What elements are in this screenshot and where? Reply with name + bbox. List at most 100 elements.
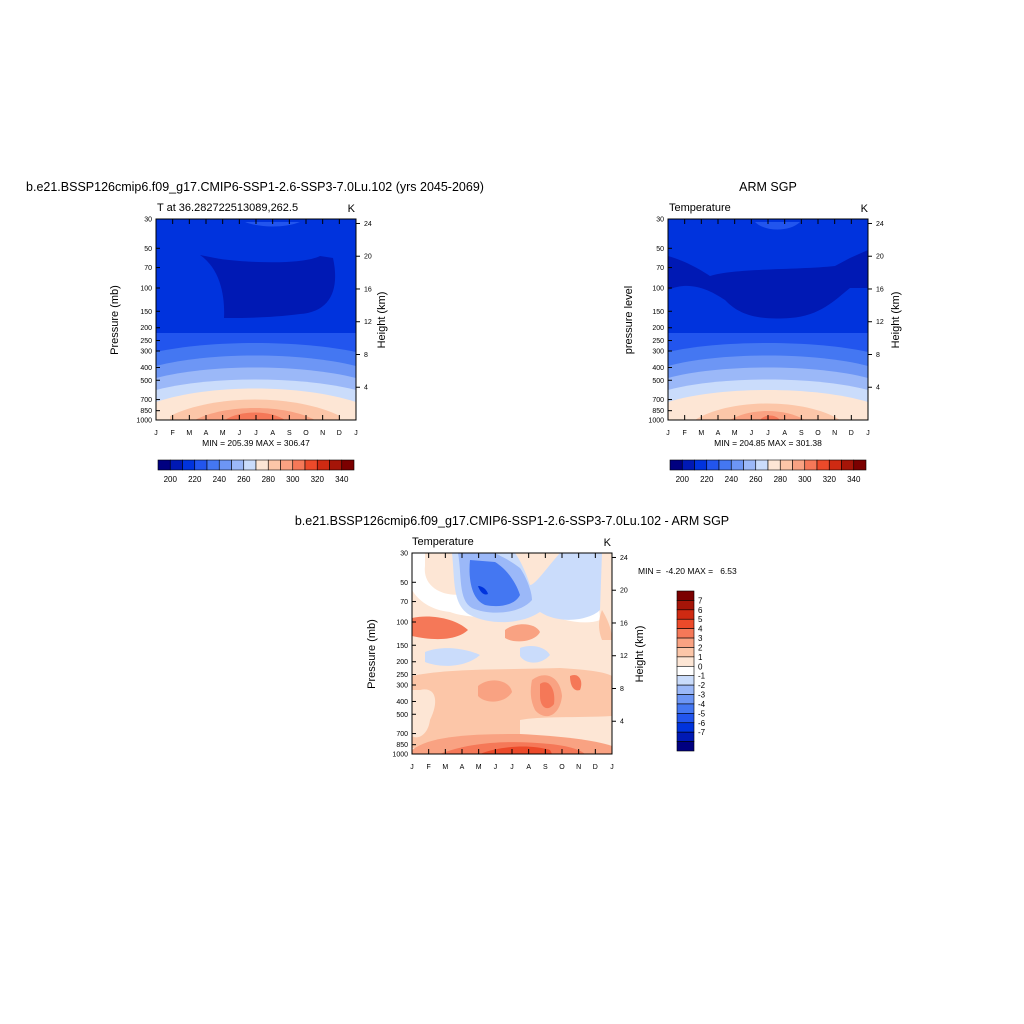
y-tick-label: 400 bbox=[396, 699, 408, 706]
colorbar-swatch bbox=[676, 684, 695, 695]
panel-obs-ylabel: pressure level bbox=[623, 286, 635, 354]
y-tick-label: 70 bbox=[144, 265, 152, 272]
y-tick-label: 50 bbox=[400, 580, 408, 587]
colorbar-label: -2 bbox=[698, 681, 706, 690]
panel-diff-minmax: MIN = -4.20 MAX = 6.53 bbox=[638, 566, 737, 576]
panel-model-subtitle-right: K bbox=[348, 203, 356, 215]
y-tick-label: 700 bbox=[652, 397, 664, 404]
panel-diff-band-4-c bbox=[570, 674, 582, 691]
x-tick-label: J bbox=[866, 430, 870, 437]
y-tick-label: 50 bbox=[656, 246, 664, 253]
panel-model-minmax: MIN = 205.39 MAX = 306.47 bbox=[202, 438, 310, 448]
colorbar-swatch bbox=[676, 590, 695, 601]
y-tick-label: 150 bbox=[140, 309, 152, 316]
colorbar-swatch bbox=[676, 656, 695, 667]
y-tick-label: 70 bbox=[400, 599, 408, 606]
colorbar-swatch bbox=[816, 459, 830, 471]
x-tick-label: M bbox=[186, 430, 192, 437]
colorbar-swatch bbox=[779, 459, 793, 471]
colorbar-label: -1 bbox=[698, 672, 706, 681]
colorbar-swatch bbox=[676, 600, 695, 611]
x-tick-label: M bbox=[732, 430, 738, 437]
y-tick-label-right: 24 bbox=[876, 221, 884, 228]
x-tick-label: M bbox=[698, 430, 704, 437]
x-tick-label: N bbox=[576, 764, 581, 771]
panel-model-plot-area bbox=[155, 218, 357, 421]
colorbar-swatch bbox=[194, 459, 208, 471]
colorbar-swatch bbox=[676, 731, 695, 742]
panel-diff-ylabel-right: Height (km) bbox=[634, 626, 646, 683]
y-tick-label-right: 12 bbox=[620, 653, 628, 660]
colorbar-swatch bbox=[841, 459, 855, 471]
colorbar-swatch bbox=[267, 459, 281, 471]
panel-diff-band-2-right bbox=[599, 610, 612, 640]
x-tick-label: A bbox=[270, 430, 275, 437]
colorbar-swatch bbox=[676, 722, 695, 733]
colorbar-swatch bbox=[730, 459, 744, 471]
colorbar-label: 5 bbox=[698, 615, 703, 624]
colorbar-swatch bbox=[206, 459, 220, 471]
colorbar-swatch bbox=[706, 459, 720, 471]
panel-obs-minmax: MIN = 204.85 MAX = 301.38 bbox=[714, 438, 822, 448]
panel-model-colorbar: 200 220 240 260 280 300 320 340 bbox=[157, 459, 355, 484]
panel-model: b.e21.BSSP126cmip6.f09_g17.CMIP6-SSP1-2.… bbox=[26, 180, 484, 484]
y-tick-label: 300 bbox=[652, 348, 664, 355]
panel-obs: ARM SGP Temperature K J F M A M J J A S O N D J 30 50 7… bbox=[623, 180, 902, 484]
x-tick-label: F bbox=[171, 430, 175, 437]
colorbar-label: 200 bbox=[164, 475, 178, 484]
colorbar-label: 320 bbox=[823, 475, 837, 484]
x-tick-label: F bbox=[427, 764, 431, 771]
y-tick-label: 700 bbox=[396, 731, 408, 738]
x-tick-label: D bbox=[337, 430, 342, 437]
x-tick-label: A bbox=[782, 430, 787, 437]
y-tick-label: 300 bbox=[140, 348, 152, 355]
panel-diff: b.e21.BSSP126cmip6.f09_g17.CMIP6-SSP1-2.… bbox=[295, 514, 737, 771]
colorbar-swatch bbox=[304, 459, 318, 471]
y-tick-label: 500 bbox=[140, 378, 152, 385]
y-tick-label: 100 bbox=[396, 620, 408, 627]
y-tick-label-right: 16 bbox=[364, 286, 372, 293]
colorbar-swatch bbox=[755, 459, 769, 471]
panel-model-title: b.e21.BSSP126cmip6.f09_g17.CMIP6-SSP1-2.… bbox=[26, 180, 484, 194]
y-tick-label: 400 bbox=[652, 365, 664, 372]
y-tick-label-right: 16 bbox=[876, 286, 884, 293]
colorbar-label: 300 bbox=[286, 475, 300, 484]
colorbar-label: 1 bbox=[698, 653, 703, 662]
y-tick-label: 100 bbox=[140, 286, 152, 293]
y-tick-label: 850 bbox=[652, 408, 664, 415]
colorbar-swatch bbox=[231, 459, 245, 471]
colorbar-swatch bbox=[676, 628, 695, 639]
panel-diff-band-3-mid bbox=[505, 624, 540, 642]
x-tick-label: J bbox=[238, 430, 242, 437]
panel-obs-band-300 bbox=[760, 415, 780, 420]
colorbar-swatch bbox=[804, 459, 818, 471]
x-tick-label: J bbox=[510, 764, 514, 771]
colorbar-label: 300 bbox=[798, 475, 812, 484]
panel-model-axes: J F M A M J J A S O N D J 30 50 70 100 150 200 250 300 400 500… bbox=[136, 217, 371, 438]
x-tick-label: J bbox=[254, 430, 258, 437]
y-tick-label: 150 bbox=[396, 643, 408, 650]
colorbar-label: -4 bbox=[698, 700, 706, 709]
colorbar-swatch bbox=[329, 459, 343, 471]
colorbar-swatch bbox=[316, 459, 330, 471]
colorbar-label: 260 bbox=[237, 475, 251, 484]
x-tick-label: J bbox=[494, 764, 498, 771]
colorbar-label: 0 bbox=[698, 662, 703, 671]
y-tick-label: 500 bbox=[396, 712, 408, 719]
y-tick-label: 850 bbox=[396, 742, 408, 749]
y-tick-label: 250 bbox=[396, 672, 408, 679]
y-tick-label: 850 bbox=[140, 408, 152, 415]
panel-model-ylabel-right: Height (km) bbox=[376, 292, 388, 349]
colorbar-label: -5 bbox=[698, 709, 706, 718]
colorbar-swatch bbox=[169, 459, 183, 471]
panel-diff-band-4-b bbox=[540, 682, 555, 709]
panel-obs-subtitle-left: Temperature bbox=[669, 202, 731, 214]
panel-diff-band-5-surface bbox=[480, 746, 552, 754]
y-tick-label: 30 bbox=[400, 551, 408, 558]
panel-model-band-top bbox=[245, 222, 300, 227]
y-tick-label-right: 4 bbox=[876, 385, 880, 392]
colorbar-label: 280 bbox=[262, 475, 276, 484]
colorbar-swatch bbox=[341, 459, 355, 471]
y-tick-label-right: 4 bbox=[620, 719, 624, 726]
